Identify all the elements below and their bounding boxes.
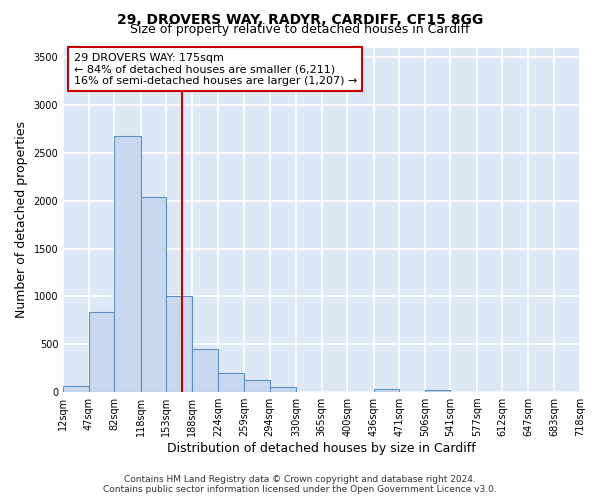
Bar xyxy=(192,349,218,392)
Text: 29 DROVERS WAY: 175sqm
← 84% of detached houses are smaller (6,211)
16% of semi-: 29 DROVERS WAY: 175sqm ← 84% of detached… xyxy=(74,52,357,86)
Bar xyxy=(425,390,451,392)
Bar xyxy=(244,380,269,392)
Bar xyxy=(269,388,296,392)
Bar xyxy=(63,386,89,392)
Bar xyxy=(374,389,399,392)
X-axis label: Distribution of detached houses by size in Cardiff: Distribution of detached houses by size … xyxy=(167,442,476,455)
Bar xyxy=(166,296,192,392)
Bar xyxy=(89,312,115,392)
Bar xyxy=(218,373,244,392)
Text: 29, DROVERS WAY, RADYR, CARDIFF, CF15 8GG: 29, DROVERS WAY, RADYR, CARDIFF, CF15 8G… xyxy=(117,12,483,26)
Bar xyxy=(115,136,141,392)
Bar xyxy=(141,197,166,392)
Y-axis label: Number of detached properties: Number of detached properties xyxy=(15,122,28,318)
Text: Size of property relative to detached houses in Cardiff: Size of property relative to detached ho… xyxy=(130,22,470,36)
Text: Contains HM Land Registry data © Crown copyright and database right 2024.
Contai: Contains HM Land Registry data © Crown c… xyxy=(103,474,497,494)
